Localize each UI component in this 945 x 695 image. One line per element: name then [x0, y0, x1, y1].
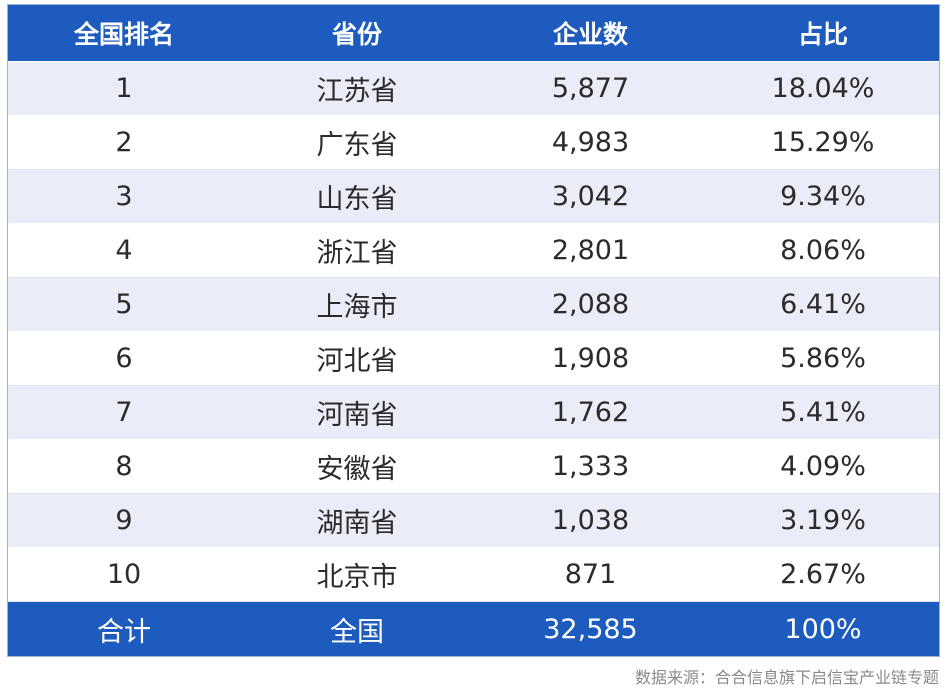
rank-cell: 8: [8, 439, 240, 494]
share-cell: 4.09%: [707, 439, 939, 494]
company-count-cell: 871: [474, 547, 707, 602]
rank-cell: 7: [8, 385, 240, 440]
total-scope: 全国: [240, 601, 474, 656]
rank-cell: 9: [8, 493, 240, 548]
table-row: 5 上海市 2,088 6.41%: [8, 277, 939, 332]
company-count-cell: 1,908: [474, 331, 707, 386]
data-source-note: 数据来源：合合信息旗下启信宝产业链专题: [634, 668, 939, 687]
table-total-row: 合计 全国 32,585 100%: [8, 601, 939, 656]
total-company-count: 32,585: [474, 601, 707, 656]
company-count-cell: 5,877: [474, 61, 707, 116]
company-count-cell: 2,088: [474, 277, 707, 332]
header-company-count: 企业数: [474, 5, 707, 62]
table-body: 1 江苏省 5,877 18.04% 2 广东省 4,983 15.29% 3 山东省 3,042 9…: [8, 61, 939, 602]
table-row: 2 广东省 4,983 15.29%: [8, 115, 939, 170]
province-cell: 江苏省: [240, 61, 474, 116]
total-label: 合计: [8, 601, 240, 656]
rank-cell: 3: [8, 169, 240, 224]
share-cell: 3.19%: [707, 493, 939, 548]
table-row: 7 河南省 1,762 5.41%: [8, 385, 939, 440]
rank-cell: 5: [8, 277, 240, 332]
table-row: 4 浙江省 2,801 8.06%: [8, 223, 939, 278]
company-count-cell: 2,801: [474, 223, 707, 278]
province-cell: 山东省: [240, 169, 474, 224]
share-cell: 2.67%: [707, 547, 939, 602]
total-share: 100%: [707, 601, 939, 656]
rank-cell: 1: [8, 61, 240, 116]
table-row: 1 江苏省 5,877 18.04%: [8, 61, 939, 116]
ranking-table-container: 全国排名 省份 企业数 占比 1 江苏省 5,877 18.04% 2 广东省 4,983 1…: [7, 4, 940, 657]
share-cell: 15.29%: [707, 115, 939, 170]
table-row: 9 湖南省 1,038 3.19%: [8, 493, 939, 548]
table-row: 6 河北省 1,908 5.86%: [8, 331, 939, 386]
header-share: 占比: [707, 5, 939, 62]
header-rank: 全国排名: [8, 5, 240, 62]
province-cell: 广东省: [240, 115, 474, 170]
province-cell: 湖南省: [240, 493, 474, 548]
table-row: 8 安徽省 1,333 4.09%: [8, 439, 939, 494]
share-cell: 5.86%: [707, 331, 939, 386]
rank-cell: 6: [8, 331, 240, 386]
province-cell: 河北省: [240, 331, 474, 386]
share-cell: 18.04%: [707, 61, 939, 116]
share-cell: 9.34%: [707, 169, 939, 224]
rank-cell: 2: [8, 115, 240, 170]
province-cell: 北京市: [240, 547, 474, 602]
share-cell: 6.41%: [707, 277, 939, 332]
company-count-cell: 3,042: [474, 169, 707, 224]
province-ranking-table: 全国排名 省份 企业数 占比 1 江苏省 5,877 18.04% 2 广东省 4,983 1…: [8, 5, 939, 656]
province-cell: 上海市: [240, 277, 474, 332]
company-count-cell: 1,762: [474, 385, 707, 440]
table-header-row: 全国排名 省份 企业数 占比: [8, 5, 939, 62]
table-row: 10 北京市 871 2.67%: [8, 547, 939, 602]
header-province: 省份: [240, 5, 474, 62]
share-cell: 8.06%: [707, 223, 939, 278]
province-cell: 河南省: [240, 385, 474, 440]
province-cell: 浙江省: [240, 223, 474, 278]
table-row: 3 山东省 3,042 9.34%: [8, 169, 939, 224]
province-cell: 安徽省: [240, 439, 474, 494]
company-count-cell: 4,983: [474, 115, 707, 170]
share-cell: 5.41%: [707, 385, 939, 440]
company-count-cell: 1,333: [474, 439, 707, 494]
rank-cell: 4: [8, 223, 240, 278]
rank-cell: 10: [8, 547, 240, 602]
company-count-cell: 1,038: [474, 493, 707, 548]
